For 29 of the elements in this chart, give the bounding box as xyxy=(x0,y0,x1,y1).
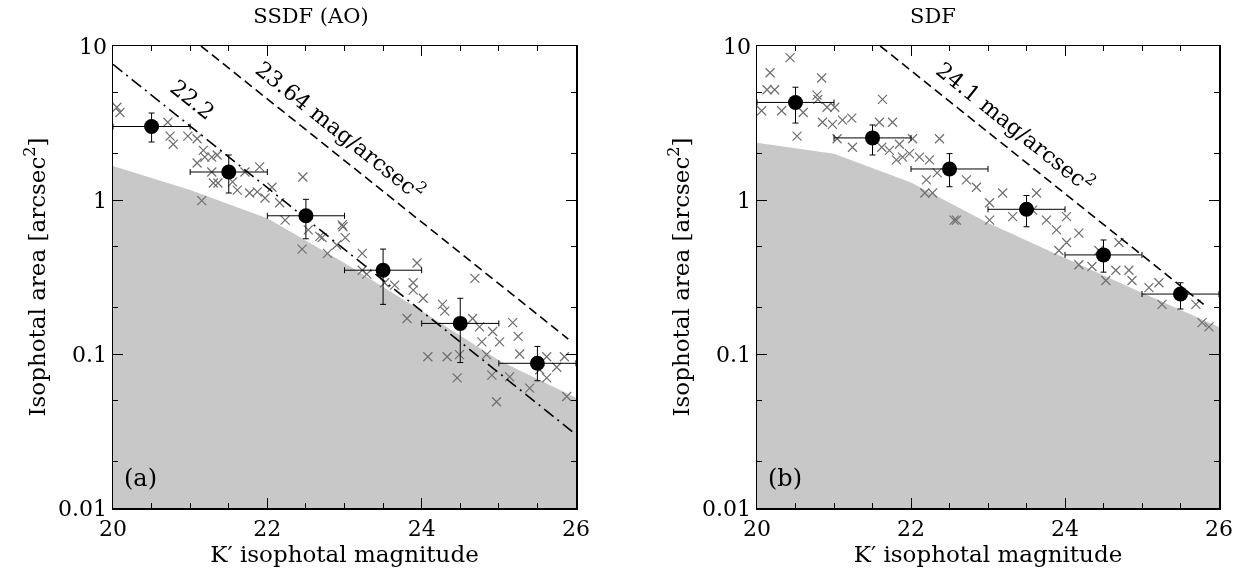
point xyxy=(529,355,545,371)
point xyxy=(1096,247,1111,263)
x-tick-label: 22 xyxy=(897,515,925,541)
point xyxy=(375,262,391,278)
y-tick-label: 10 xyxy=(79,33,108,59)
point xyxy=(452,315,468,331)
point xyxy=(1019,201,1034,217)
x-tick-label: 26 xyxy=(1205,515,1233,541)
x-tick-label: 24 xyxy=(1051,515,1079,541)
x-tick-label: 24 xyxy=(407,515,436,541)
point xyxy=(144,119,160,135)
chart-title: SDF xyxy=(910,4,956,29)
annotation: (b) xyxy=(768,464,803,492)
y-tick-label: 0.1 xyxy=(716,341,752,367)
x-tick-label: 26 xyxy=(562,515,590,541)
x-axis-title: K′ isophotal magnitude xyxy=(853,540,1123,567)
x-axis-title: K′ isophotal magnitude xyxy=(210,540,479,567)
annotation: (a) xyxy=(124,464,158,492)
point xyxy=(942,161,957,177)
y-tick-label: 0.1 xyxy=(72,341,108,367)
y-tick-label: 1 xyxy=(737,187,752,213)
y-tick-label: 10 xyxy=(723,33,752,59)
chart-title: SSDF (AO) xyxy=(253,4,369,29)
point xyxy=(1173,286,1188,302)
point xyxy=(221,164,237,180)
y-tick-label: 1 xyxy=(93,187,108,213)
point xyxy=(865,130,880,146)
x-tick-label: 22 xyxy=(253,515,282,541)
point xyxy=(788,94,803,110)
